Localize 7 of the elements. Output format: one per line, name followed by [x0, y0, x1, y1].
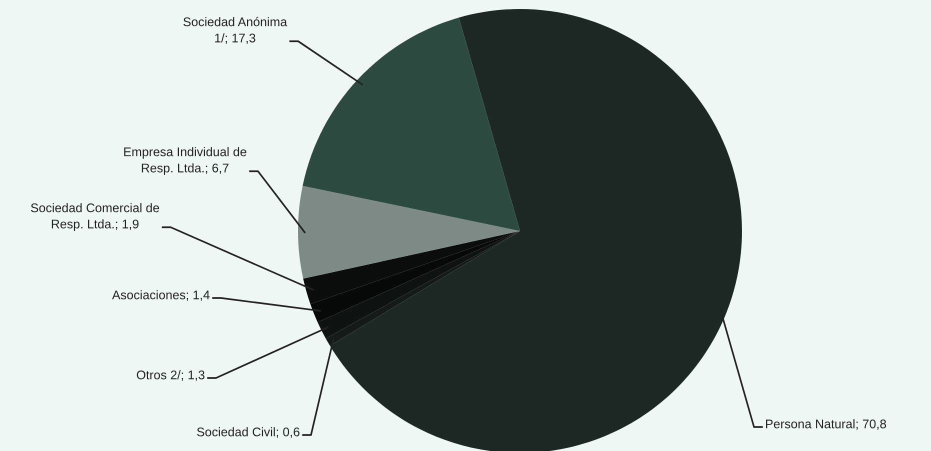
- slice-label: Persona Natural; 70,8: [766, 419, 886, 430]
- slice-label: Asociaciones; 1,4: [112, 290, 210, 301]
- slice-label: Sociedad Anónima 1/; 17,3: [183, 16, 288, 44]
- slice-label: Otros 2/; 1,3: [136, 370, 204, 381]
- slice-label: Sociedad Comercial de Resp. Ltda.; 1,9: [30, 203, 160, 231]
- slice-label: Sociedad Civil; 0,6: [197, 427, 300, 438]
- slice-label: Empresa Individual de Resp. Ltda.; 6,7: [124, 147, 246, 175]
